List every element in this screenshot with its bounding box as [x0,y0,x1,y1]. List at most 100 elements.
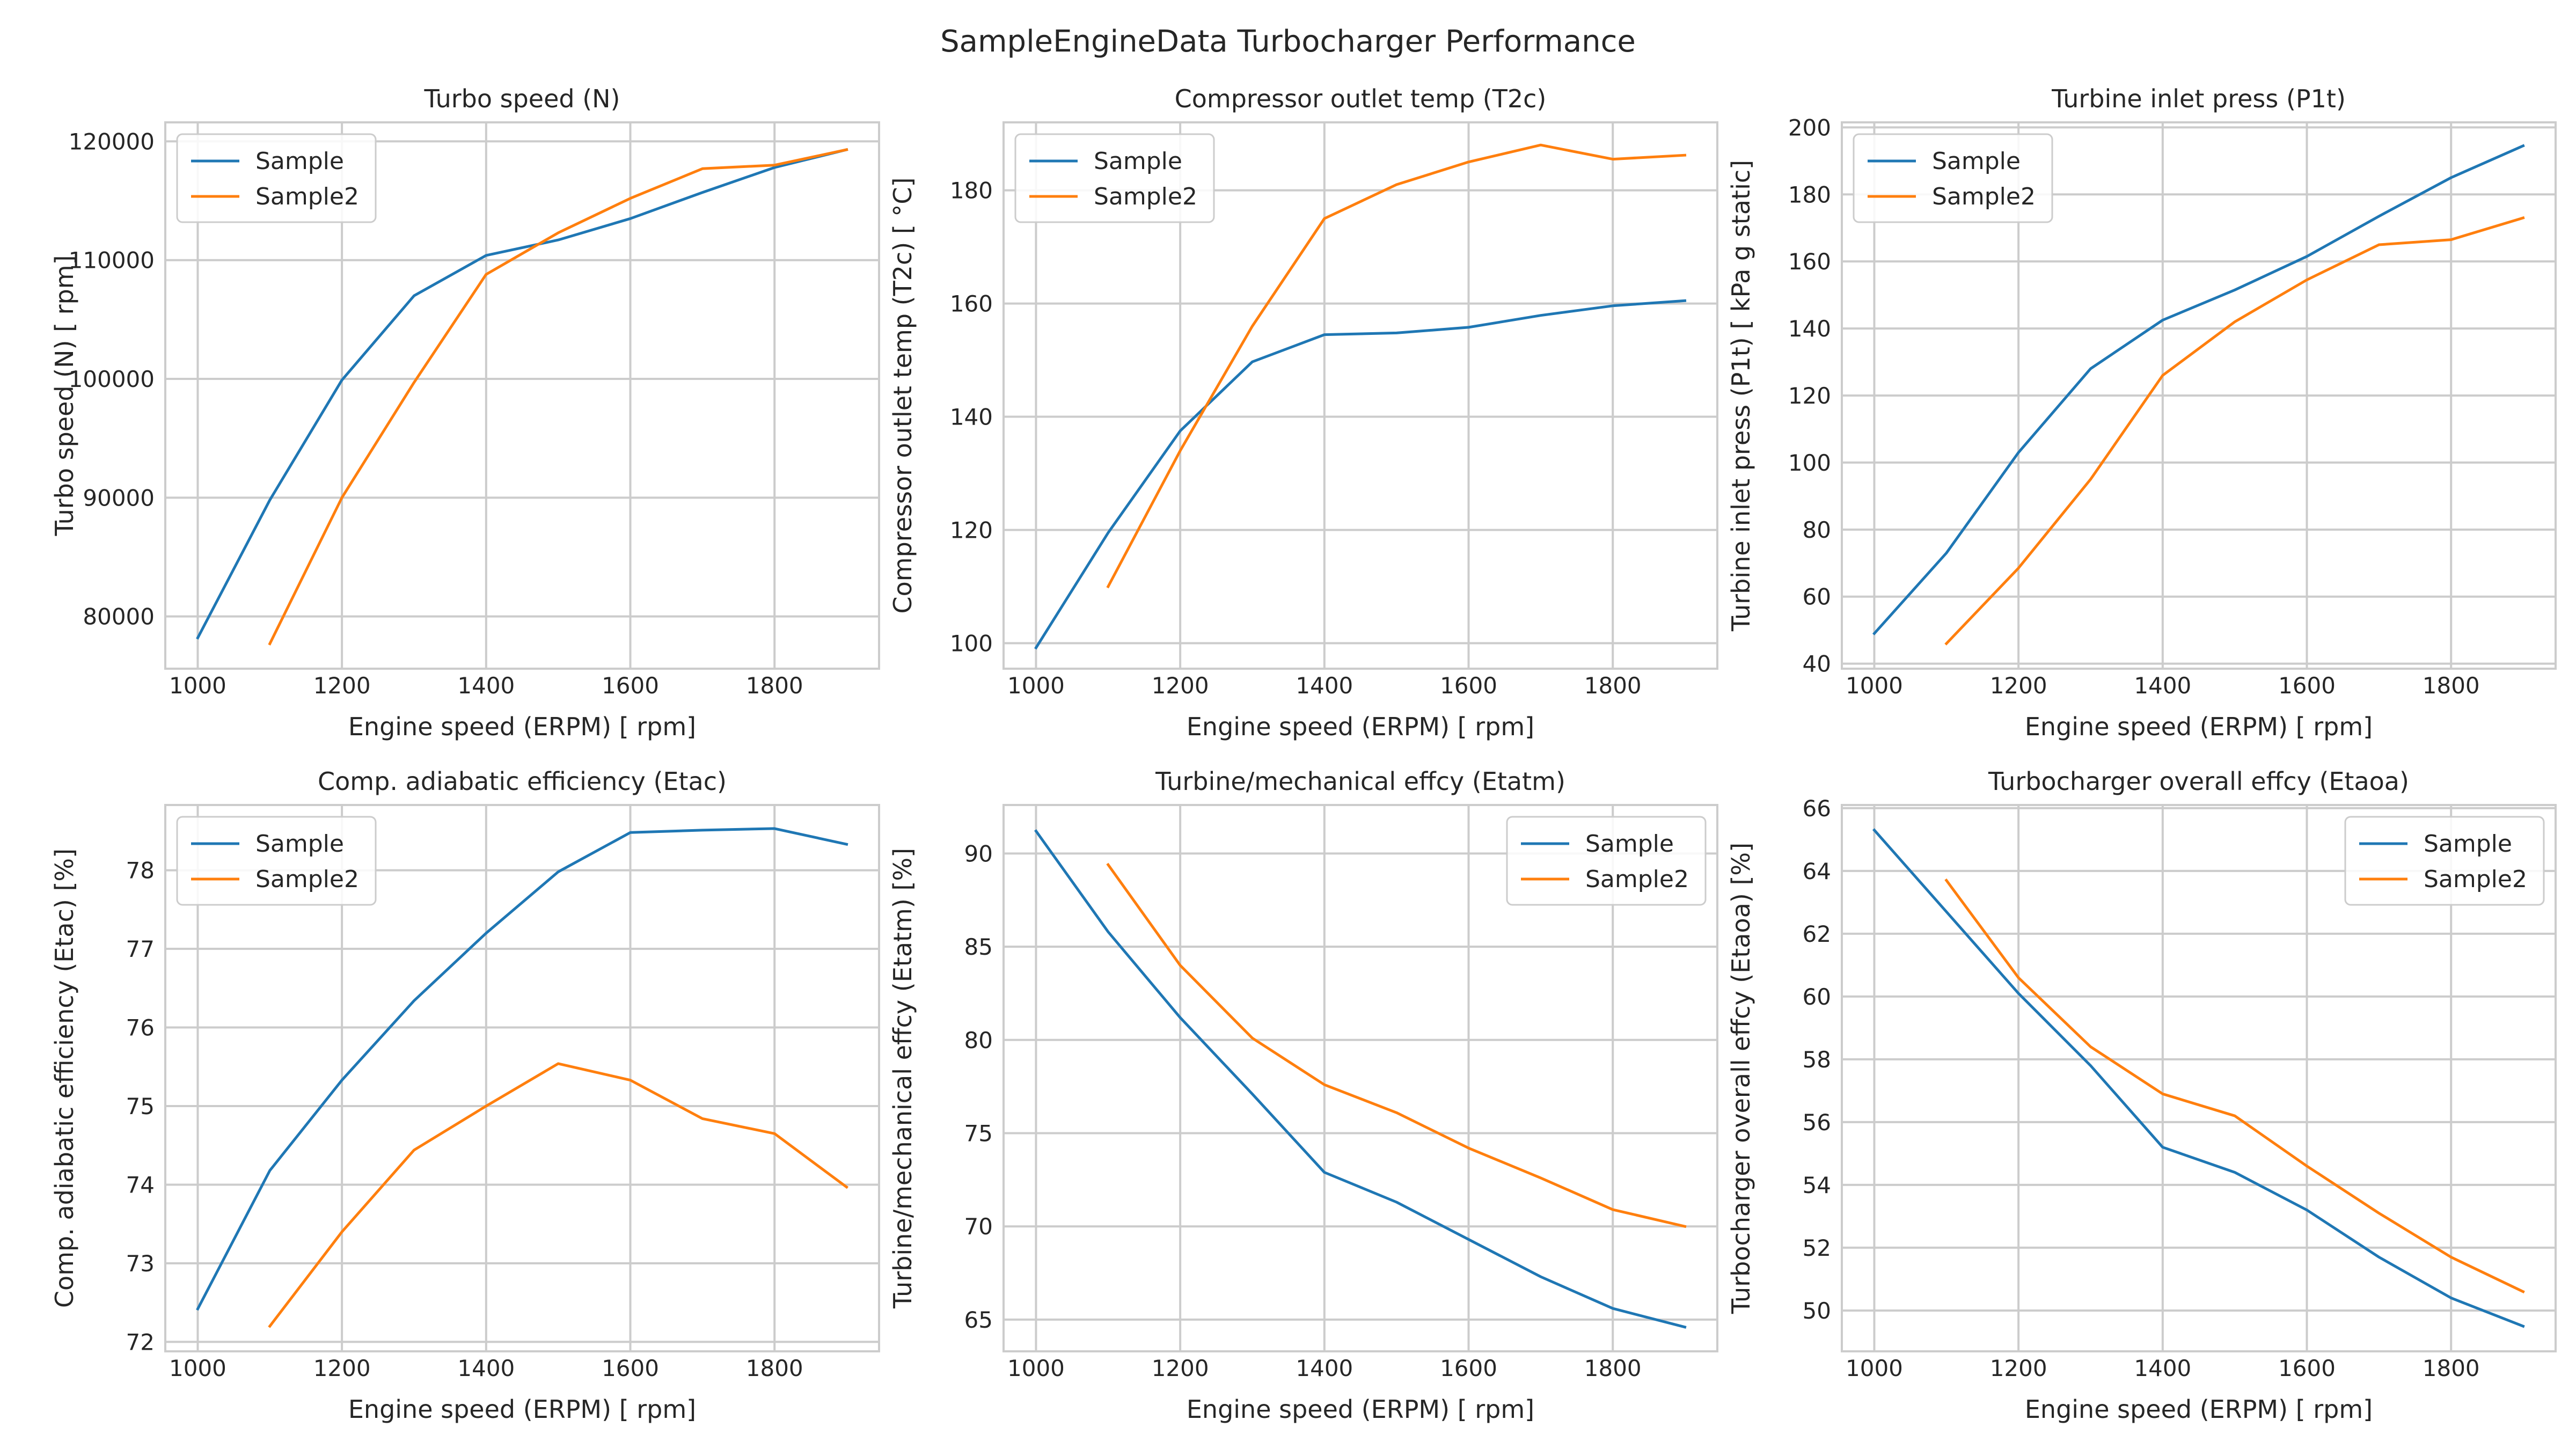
x-axis-label: Engine speed (ERPM) [ rpm] [348,1395,697,1424]
y-tick-label: 76 [126,1015,155,1041]
series-line-sample2 [1106,862,1687,1228]
x-axis-label: Engine speed (ERPM) [ rpm] [348,712,697,741]
x-tick-label: 1400 [2134,1355,2191,1381]
subplot-turbine-inlet-press: Turbine inlet press (P1t) Engine speed (… [1726,84,2557,741]
x-tick-label: 1000 [1007,1355,1065,1381]
legend: Sample Sample2 [176,816,377,906]
x-axis-label: Engine speed (ERPM) [ rpm] [1186,712,1535,741]
x-tick-label: 1400 [457,1355,515,1381]
legend: Sample Sample2 [1853,133,2053,223]
series-line-sample [1034,299,1687,650]
y-tick-label: 56 [1803,1109,1831,1136]
y-tick-label: 80 [964,1027,993,1053]
y-tick-label: 100 [950,631,993,657]
y-tick-label: 66 [1803,795,1831,822]
subplot-comp-adiabatic-efficiency: Comp. adiabatic efficiency (Etac) Engine… [50,767,880,1424]
axes-frame [1002,804,1718,1352]
y-tick-label: 90 [964,840,993,867]
x-tick-label: 1800 [746,672,803,699]
series-line-sample [1034,829,1687,1329]
plot-area: 1000 1200 1400 1600 1800 72 73 74 75 76 77 78 Sample… [126,804,880,1381]
x-tick-label: 1800 [746,1355,803,1381]
x-tick-label: 1800 [1584,672,1642,699]
axes-frame [1841,804,2557,1352]
x-tick-label: 1000 [169,672,226,699]
y-tick-label: 85 [964,934,993,960]
series-line-sample2 [268,1062,848,1328]
axes-title: Turbine/mechanical effcy (Etatm) [1155,767,1565,796]
y-tick-label: 72 [126,1329,155,1355]
y-tick-label: 52 [1803,1235,1831,1261]
legend-box [1853,133,2053,223]
plot-area: 1000 1200 1400 1600 1800 50 52 54 56 58 60 62 64 66 Sa… [1803,795,2557,1381]
legend-entry-label: Sample [255,830,344,858]
legend: Sample Sample2 [1014,133,1215,223]
x-tick-label: 1600 [602,1355,659,1381]
plot-area: 1000 1200 1400 1600 1800 40 60 80 100 120 140 160 18… [1788,114,2557,699]
y-tick-label: 120000 [69,128,155,155]
y-tick-label: 160 [950,291,993,317]
y-tick-label: 70 [964,1213,993,1240]
x-tick-label: 1800 [2423,672,2480,699]
series-line-sample [1872,828,2525,1328]
series-line-sample2 [1106,143,1687,589]
plot-area: 1000 1200 1400 1600 1800 80000 90000 100000 1100… [69,121,880,699]
y-tick-label: 200 [1788,114,1831,141]
x-tick-label: 1000 [1846,672,1903,699]
legend-entry-label: Sample [1094,148,1182,175]
legend: Sample Sample2 [1506,816,1707,906]
x-tick-label: 1600 [602,672,659,699]
x-tick-label: 1600 [1440,672,1497,699]
legend-entry-label: Sample2 [1094,183,1197,210]
y-tick-label: 100000 [69,366,155,392]
legend-box [1506,816,1707,906]
y-axis-label: Turbine/mechanical effcy (Etatm) [%] [888,847,917,1309]
legend-entry-label: Sample2 [255,183,359,210]
axes-frame [164,121,880,670]
y-tick-label: 64 [1803,858,1831,884]
y-tick-label: 65 [964,1307,993,1333]
y-tick-label: 100 [1788,450,1831,476]
x-tick-label: 1400 [457,672,515,699]
x-tick-label: 1200 [1152,1355,1209,1381]
y-tick-label: 75 [126,1093,155,1119]
y-axis-label: Turbocharger overall effcy (Etaoa) [%] [1726,842,1755,1314]
x-tick-label: 1600 [2278,1355,2336,1381]
y-tick-label: 160 [1788,248,1831,275]
y-tick-label: 60 [1803,984,1831,1010]
figure-title: SampleEngineData Turbocharger Performanc… [940,24,1636,59]
legend-box [2344,816,2545,906]
x-tick-label: 1000 [169,1355,226,1381]
axes-title: Turbo speed (N) [424,84,620,113]
legend: Sample Sample2 [2344,816,2545,906]
y-tick-label: 60 [1803,584,1831,610]
series-line-sample2 [1944,216,2525,646]
y-tick-label: 62 [1803,921,1831,947]
plot-area: 1000 1200 1400 1600 1800 100 120 140 160 180 Sampl… [950,121,1718,699]
subplot-turbo-speed: Turbo speed (N) Engine speed (ERPM) [ rp… [50,84,880,741]
legend-box [1014,133,1215,223]
y-tick-label: 80 [1803,517,1831,543]
y-tick-label: 50 [1803,1298,1831,1324]
x-tick-label: 1200 [313,672,371,699]
x-tick-label: 1400 [2134,672,2191,699]
x-tick-label: 1600 [2278,672,2336,699]
y-tick-label: 54 [1803,1172,1831,1198]
legend-box [176,133,377,223]
x-tick-label: 1000 [1007,672,1065,699]
legend-entry-label: Sample [1585,830,1674,858]
y-tick-label: 73 [126,1250,155,1277]
legend: Sample Sample2 [176,133,377,223]
axes-title: Turbocharger overall effcy (Etaoa) [1988,767,2409,796]
y-tick-label: 58 [1803,1046,1831,1073]
y-tick-label: 74 [126,1172,155,1198]
axes-frame [1841,121,2557,670]
y-tick-label: 140 [1788,316,1831,342]
x-axis-label: Engine speed (ERPM) [ rpm] [1186,1395,1535,1424]
y-tick-label: 90000 [83,485,155,511]
axes-frame [164,804,880,1352]
legend-box [176,816,377,906]
series-line-sample2 [268,148,848,646]
y-tick-label: 120 [1788,383,1831,409]
